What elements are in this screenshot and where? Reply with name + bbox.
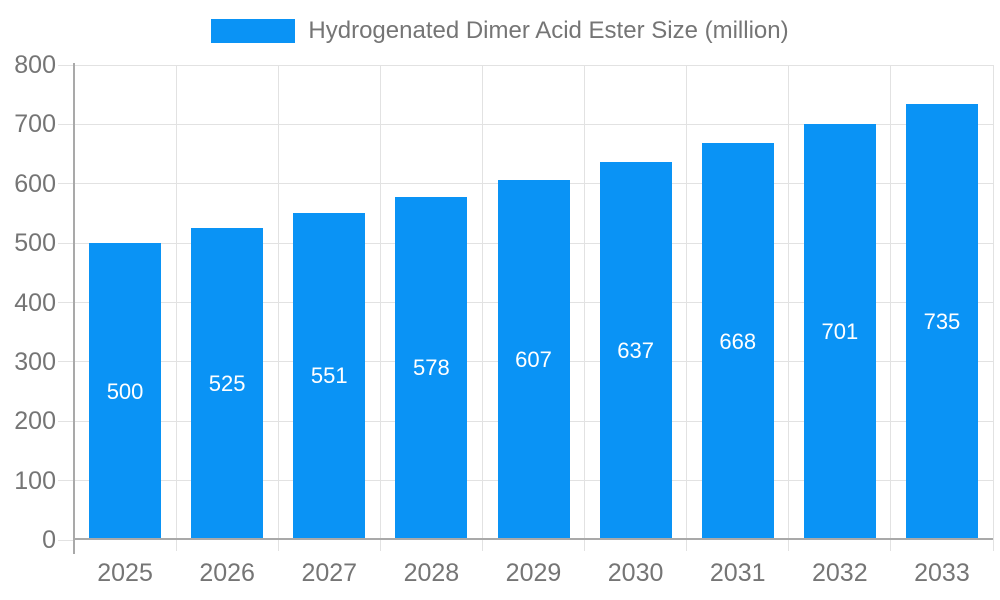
bar-value-label-2028: 578 — [413, 355, 450, 381]
bar-2029: 607 — [497, 179, 570, 540]
v-gridline-7 — [788, 65, 790, 551]
bar-value-label-2032: 701 — [821, 318, 859, 344]
y-tick-800 — [58, 64, 74, 66]
bar-2032: 701 — [803, 123, 876, 540]
bar-2031: 668 — [701, 143, 774, 540]
y-tick-label-700: 700 — [14, 110, 56, 139]
x-tick-label-2028: 2028 — [403, 559, 460, 587]
y-tick-label-400: 400 — [14, 288, 56, 317]
y-tick-label-300: 300 — [14, 347, 56, 376]
bar-value-label-2030: 637 — [617, 337, 654, 363]
x-tick-label-2030: 2030 — [607, 559, 664, 587]
v-gridline-5 — [584, 65, 586, 551]
v-gridline-8 — [890, 65, 892, 551]
h-gridline-800 — [74, 64, 993, 66]
bar-value-label-2031: 668 — [719, 328, 757, 354]
plot-area: 500 525 551 578 607 637 668 701 735 — [58, 63, 994, 554]
y-tick-label-500: 500 — [14, 229, 56, 258]
y-axis-line — [73, 63, 75, 554]
bar-value-label-2027: 551 — [310, 363, 348, 389]
v-gridline-6 — [686, 65, 688, 551]
y-tick-400 — [58, 302, 74, 303]
v-gridline-1 — [175, 65, 177, 551]
bar-2030: 637 — [599, 161, 672, 540]
bar-2027: 551 — [293, 212, 366, 540]
bar-2033: 735 — [905, 103, 978, 540]
y-tick-200 — [58, 420, 74, 422]
legend: Hydrogenated Dimer Acid Ester Size (mill… — [0, 16, 1000, 46]
y-tick-0 — [58, 539, 74, 541]
h-gridline-700 — [74, 123, 993, 125]
v-gridline-9 — [992, 65, 994, 551]
y-tick-300 — [58, 361, 74, 363]
x-tick-label-2032: 2032 — [812, 559, 868, 587]
y-tick-700 — [58, 123, 74, 125]
y-tick-label-600: 600 — [14, 169, 56, 198]
x-tick-label-2025: 2025 — [97, 559, 153, 587]
bar-value-label-2033: 735 — [923, 308, 961, 334]
bar-value-label-2029: 607 — [515, 346, 552, 372]
y-tick-600 — [58, 183, 74, 185]
x-axis-line — [74, 538, 993, 540]
y-tick-label-100: 100 — [14, 466, 56, 495]
x-tick-label-2026: 2026 — [199, 559, 255, 587]
x-tick-label-2027: 2027 — [301, 559, 358, 587]
y-tick-100 — [58, 480, 74, 482]
legend-label: Hydrogenated Dimer Acid Ester Size (mill… — [308, 17, 789, 44]
y-tick-label-200: 200 — [14, 407, 56, 436]
y-tick-500 — [58, 242, 74, 244]
x-tick-label-2029: 2029 — [505, 559, 562, 587]
y-tick-label-0: 0 — [42, 526, 56, 554]
v-gridline-3 — [379, 65, 381, 551]
bar-value-label-2026: 525 — [208, 371, 246, 397]
bar-2028: 578 — [395, 196, 468, 540]
bar-2026: 525 — [191, 228, 264, 540]
y-tick-label-800: 800 — [14, 51, 56, 79]
x-tick-label-2033: 2033 — [914, 559, 970, 587]
legend-swatch[interactable] — [211, 19, 296, 43]
v-gridline-4 — [481, 65, 483, 551]
x-tick-label-2031: 2031 — [709, 559, 766, 587]
v-gridline-2 — [277, 65, 279, 551]
bar-value-label-2025: 500 — [106, 378, 144, 404]
bar-2025: 500 — [89, 243, 162, 540]
